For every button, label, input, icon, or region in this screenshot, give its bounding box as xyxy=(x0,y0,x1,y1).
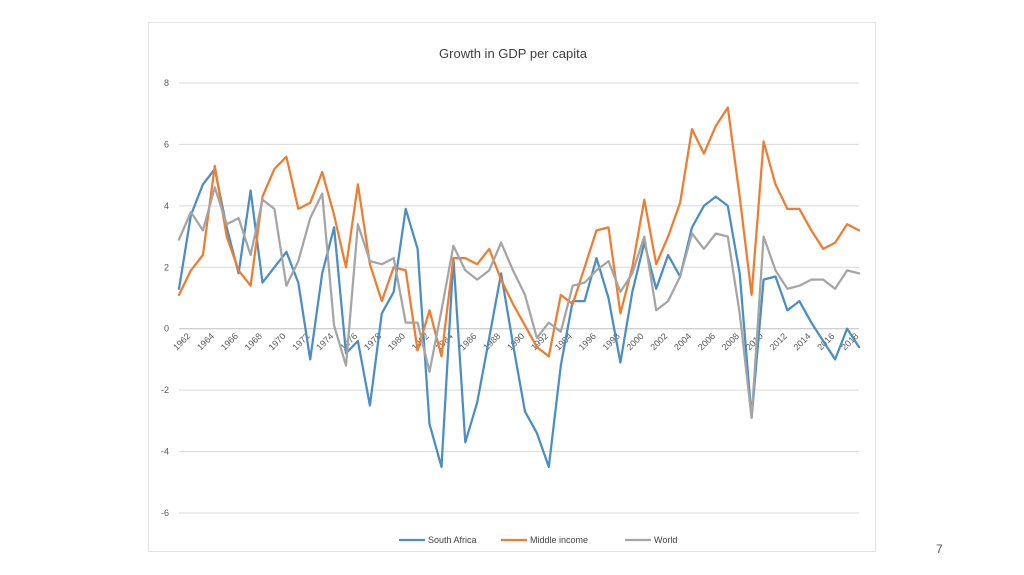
line-chart: Growth in GDP per capita -6 -4 -2 0 2 4 6 8 196… xyxy=(161,46,861,545)
x-tick-label: 1996 xyxy=(577,331,598,352)
x-tick-label: 1970 xyxy=(267,331,288,352)
x-tick-label: 1968 xyxy=(243,331,264,352)
x-tick-label: 2004 xyxy=(672,331,693,352)
x-tick-label: 2012 xyxy=(768,331,789,352)
x-tick-label: 1962 xyxy=(171,331,192,352)
x-tick-label: 2000 xyxy=(624,331,645,352)
x-tick-label: 1986 xyxy=(457,331,478,352)
x-tick-label: 1966 xyxy=(219,331,240,352)
y-tick-label: 0 xyxy=(164,324,169,334)
page-number: 7 xyxy=(936,542,943,556)
x-tick-label: 1990 xyxy=(505,331,526,352)
legend-label-middle-income: Middle income xyxy=(530,535,588,545)
legend-label-south-africa: South Africa xyxy=(428,535,477,545)
y-tick-label: 2 xyxy=(164,262,169,272)
x-tick-label: 2008 xyxy=(720,331,741,352)
y-tick-label: 6 xyxy=(164,139,169,149)
x-tick-label: 2014 xyxy=(791,331,812,352)
y-tick-label: -2 xyxy=(161,385,169,395)
series-line-middle-income xyxy=(177,106,861,358)
y-axis: -6 -4 -2 0 2 4 6 8 xyxy=(161,78,169,518)
chart-title: Growth in GDP per capita xyxy=(439,46,588,61)
x-tick-label: 1980 xyxy=(386,331,407,352)
series-line-south-africa xyxy=(177,167,861,469)
x-tick-label: 1974 xyxy=(314,331,335,352)
x-tick-label: 1988 xyxy=(481,331,502,352)
legend: South Africa Middle income World xyxy=(399,535,677,545)
legend-label-world: World xyxy=(654,535,677,545)
x-tick-label: 2006 xyxy=(696,331,717,352)
gridlines xyxy=(179,82,859,514)
series-line-world xyxy=(177,186,861,419)
y-tick-label: -4 xyxy=(161,447,169,457)
x-tick-label: 1964 xyxy=(195,331,216,352)
x-tick-label: 2002 xyxy=(648,331,669,352)
y-tick-label: 4 xyxy=(164,201,169,211)
y-tick-label: -6 xyxy=(161,508,169,518)
y-tick-label: 8 xyxy=(164,78,169,88)
series-lines xyxy=(177,106,861,469)
chart-frame: Growth in GDP per capita -6 -4 -2 0 2 4 6 8 196… xyxy=(148,22,876,552)
